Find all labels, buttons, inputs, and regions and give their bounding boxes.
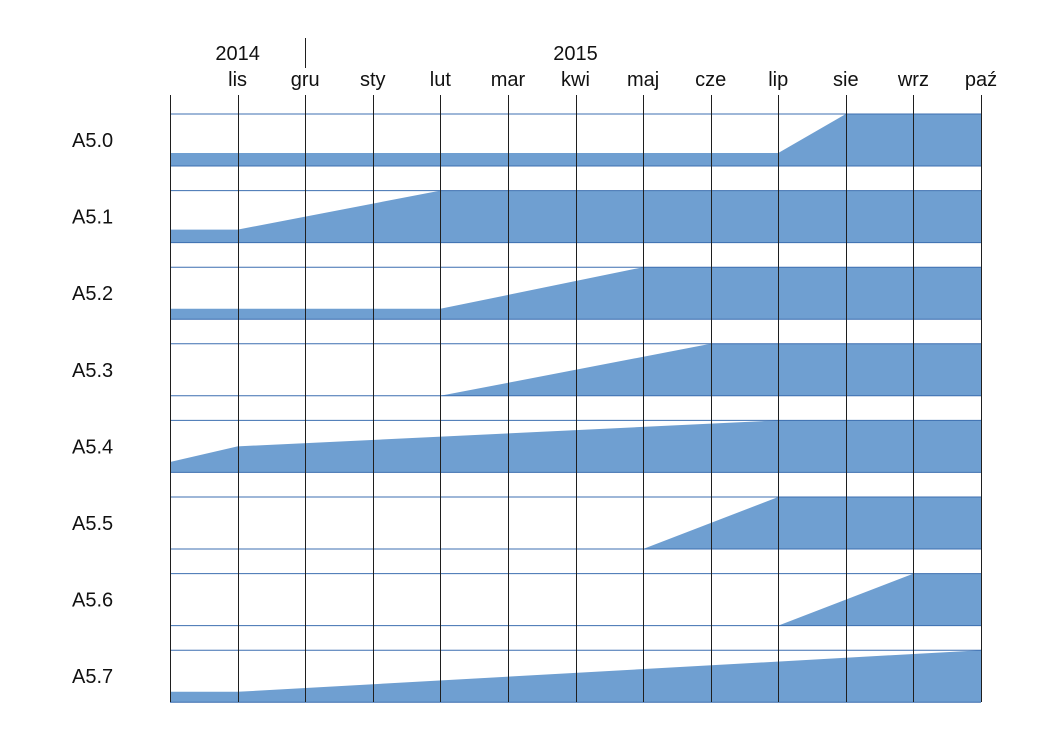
month-gridlines <box>170 95 982 702</box>
series-area-A5-2 <box>170 267 981 320</box>
row-label: A5.1 <box>72 207 113 229</box>
month-labels: lis gru sty lut mar kwi maj cze lip sie wrz paź <box>228 69 997 91</box>
month-tick-label: lut <box>430 69 452 91</box>
month-tick-label: sie <box>833 69 859 91</box>
month-tick-label: mar <box>491 69 526 91</box>
row-label: A5.2 <box>72 283 113 305</box>
row-label: A5.4 <box>72 436 113 458</box>
row-label: A5.3 <box>72 360 113 382</box>
month-tick-label: wrz <box>897 69 929 91</box>
row-label: A5.5 <box>72 513 113 535</box>
month-tick-label: paź <box>965 69 997 91</box>
series-area-A5-5 <box>643 497 981 549</box>
row-label: A5.0 <box>72 130 113 152</box>
month-tick-label: gru <box>291 69 320 91</box>
month-tick-label: sty <box>360 69 386 91</box>
month-tick-label: lip <box>768 69 788 91</box>
month-tick-label: lis <box>228 69 247 91</box>
series-area-A5-4 <box>170 420 981 473</box>
series-area-A5-6 <box>778 573 981 626</box>
series-area-A5-7 <box>170 650 981 703</box>
month-tick-label: maj <box>627 69 659 91</box>
year-label: 2014 <box>215 43 260 65</box>
series-area-A5-3 <box>440 343 982 396</box>
chart-areas <box>170 114 982 703</box>
row-label: A5.6 <box>72 590 113 612</box>
year-label: 2015 <box>553 43 598 65</box>
row-labels: A5.0 A5.1 A5.2 A5.3 A5.4 A5.5 A5.6 A5.7 <box>72 130 113 688</box>
row-label: A5.7 <box>72 666 113 688</box>
year-labels: 2014 2015 <box>215 43 597 65</box>
month-tick-label: kwi <box>561 69 590 91</box>
series-area-A5-1 <box>170 190 981 243</box>
series-area-A5-0 <box>170 114 981 166</box>
month-tick-label: cze <box>695 69 726 91</box>
